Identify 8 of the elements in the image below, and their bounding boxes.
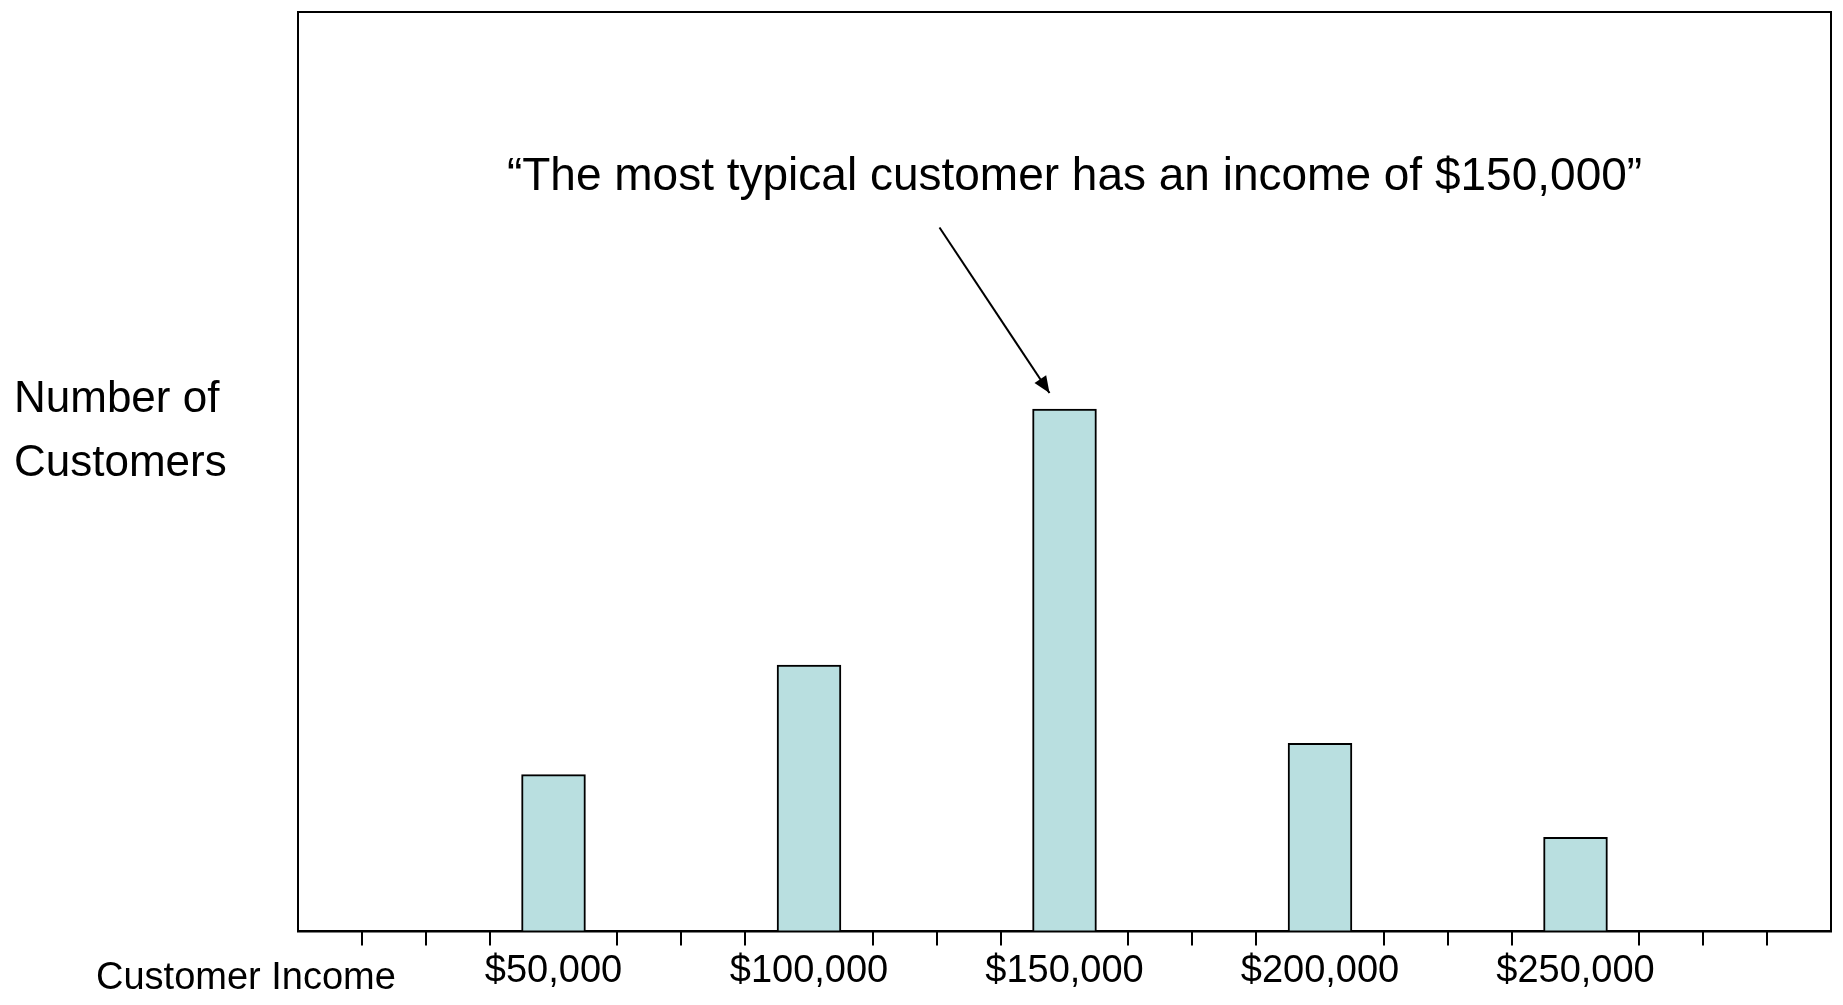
x-axis-title: Customer Income xyxy=(96,955,396,997)
y-axis-title: Number of Customers xyxy=(14,371,227,485)
text: “The most typical customer has an income of $150,000” xyxy=(506,148,1643,201)
x-tick-label: $100,000 xyxy=(729,947,889,990)
x-tick-label: $250,000 xyxy=(1496,947,1655,990)
x-tick-label: $150,000 xyxy=(985,947,1144,990)
x-tick-label: $200,000 xyxy=(1240,947,1400,990)
x-tick-label: $50,000 xyxy=(484,947,623,990)
